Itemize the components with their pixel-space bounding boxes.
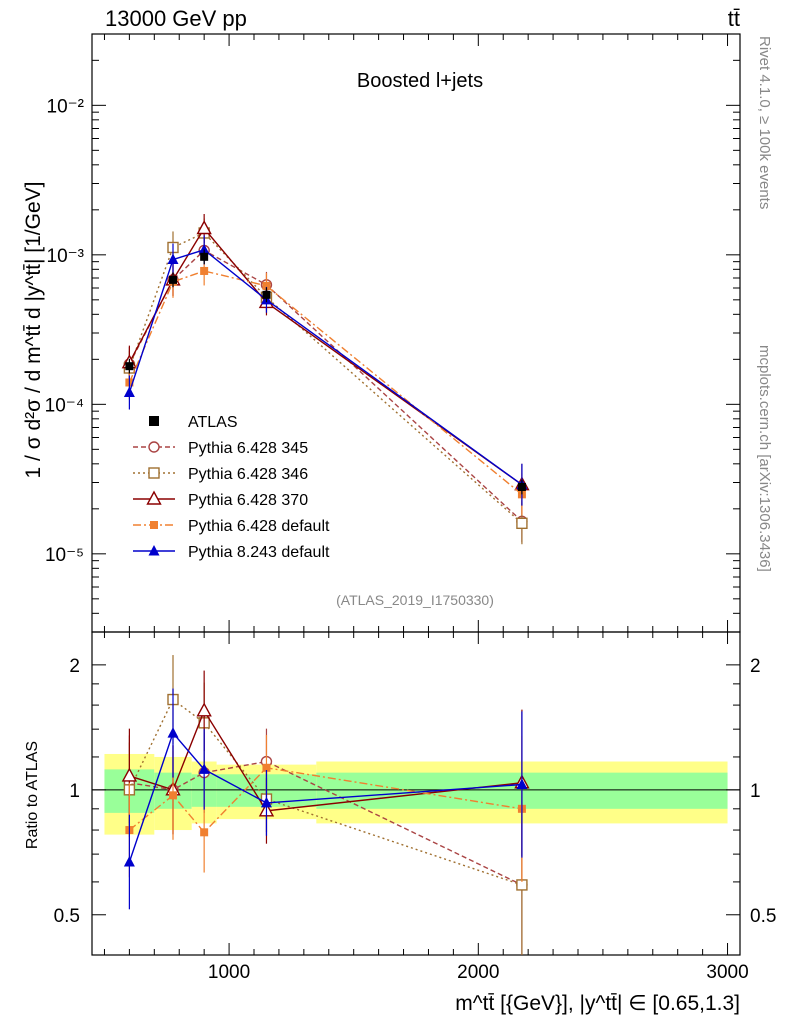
axes: 1000 2000 3000 10⁻⁵ 10⁻⁴ 10⁻³ 10⁻² 0.5 0.5 1 1 2 2 [45, 33, 776, 983]
marker-square [516, 517, 528, 530]
marker-triangle [123, 386, 135, 397]
data-point [125, 362, 134, 371]
header-right: tt̄ [728, 6, 740, 31]
legend-item: Pythia 6.428 345 [133, 440, 308, 457]
y-tick-label: 10⁻⁵ [45, 545, 84, 566]
series-line [128, 232, 523, 524]
marker-triangle [121, 767, 138, 782]
legend: ATLAS Pythia 6.428 345 Pythia 6.428 346 Pyt… [133, 414, 330, 561]
series-ratio-line [128, 767, 523, 834]
marker-square [200, 266, 209, 275]
series-line [128, 270, 523, 495]
ratio-y-tick-label: 1 [69, 781, 80, 802]
marker-triangle [196, 220, 212, 235]
marker-triangle [196, 702, 212, 717]
data-point [517, 482, 526, 491]
side-label-bottom: mcplots.cern.ch [arXiv:1306.3436] [756, 345, 773, 572]
ratio-y-tick-label: 2 [69, 656, 80, 677]
marker-square [200, 828, 209, 837]
legend-item: Pythia 6.428 370 [133, 490, 308, 509]
marker-square [262, 281, 271, 290]
curves [121, 214, 530, 955]
ratio-y-tick-label: 0.5 [54, 906, 80, 927]
y-axis-label: 1 / σ d²σ / d m^tt̄ d |y^tt̄| [1/GeV] [22, 182, 45, 479]
header-left: 13000 GeV pp [105, 6, 247, 31]
x-axis-label: m^tt̄ [{GeV}], |y^tt̄| ∈ [0.65,1.3] [455, 992, 740, 1015]
x-tick-label: 2000 [457, 962, 499, 983]
legend-item: Pythia 8.243 default [133, 544, 330, 561]
ratio-y-tick-label-right: 0.5 [750, 906, 776, 927]
ratio-y-tick-label-right: 1 [750, 781, 761, 802]
series-pythia-6-428-346 [123, 218, 528, 955]
series-atlas [125, 249, 526, 495]
analysis-tag: (ATLAS_2019_I1750330) [336, 592, 494, 608]
marker-triangle [167, 253, 179, 265]
legend-marker [149, 416, 159, 426]
y-tick-label: 10⁻⁴ [45, 395, 84, 416]
legend-label: Pythia 6.428 370 [188, 492, 308, 509]
marker-triangle [167, 727, 179, 738]
legend-item: ATLAS [149, 414, 238, 431]
ratio-y-tick-label-right: 2 [750, 656, 761, 677]
marker-triangle [198, 763, 210, 774]
main-frame [91, 33, 741, 633]
y-tick-label: 10⁻² [47, 96, 85, 117]
y-tick-label: 10⁻³ [47, 246, 85, 267]
legend-item: Pythia 6.428 default [133, 518, 330, 535]
marker-triangle [516, 778, 528, 789]
x-tick-label: 1000 [208, 962, 250, 983]
data-point [169, 275, 177, 284]
marker-square [262, 763, 271, 772]
data-point [262, 290, 271, 299]
chart-title: Boosted l+jets [357, 70, 483, 92]
series-ratio-line [128, 698, 523, 886]
marker-circle [148, 441, 160, 453]
data-point [200, 252, 209, 261]
marker-triangle [123, 856, 135, 867]
ratio-frame [91, 631, 741, 956]
marker-triangle [260, 796, 272, 808]
ratio-y-axis-label: Ratio to ATLAS [24, 741, 41, 849]
x-tick-label: 3000 [706, 962, 748, 983]
legend-label: Pythia 6.428 default [188, 518, 330, 535]
marker-triangle [148, 545, 160, 556]
side-label-top: Rivet 4.1.0, ≥ 100k events [756, 36, 773, 209]
legend-label: ATLAS [188, 414, 238, 431]
marker-square [169, 791, 177, 800]
marker-square [150, 521, 158, 529]
legend-item: Pythia 6.428 346 [133, 466, 308, 483]
marker-triangle [146, 490, 162, 505]
legend-label: Pythia 6.428 345 [188, 440, 308, 457]
legend-label: Pythia 8.243 default [188, 544, 330, 561]
marker-triangle [198, 243, 210, 255]
legend-label: Pythia 6.428 346 [188, 466, 308, 483]
marker-square [148, 467, 160, 479]
